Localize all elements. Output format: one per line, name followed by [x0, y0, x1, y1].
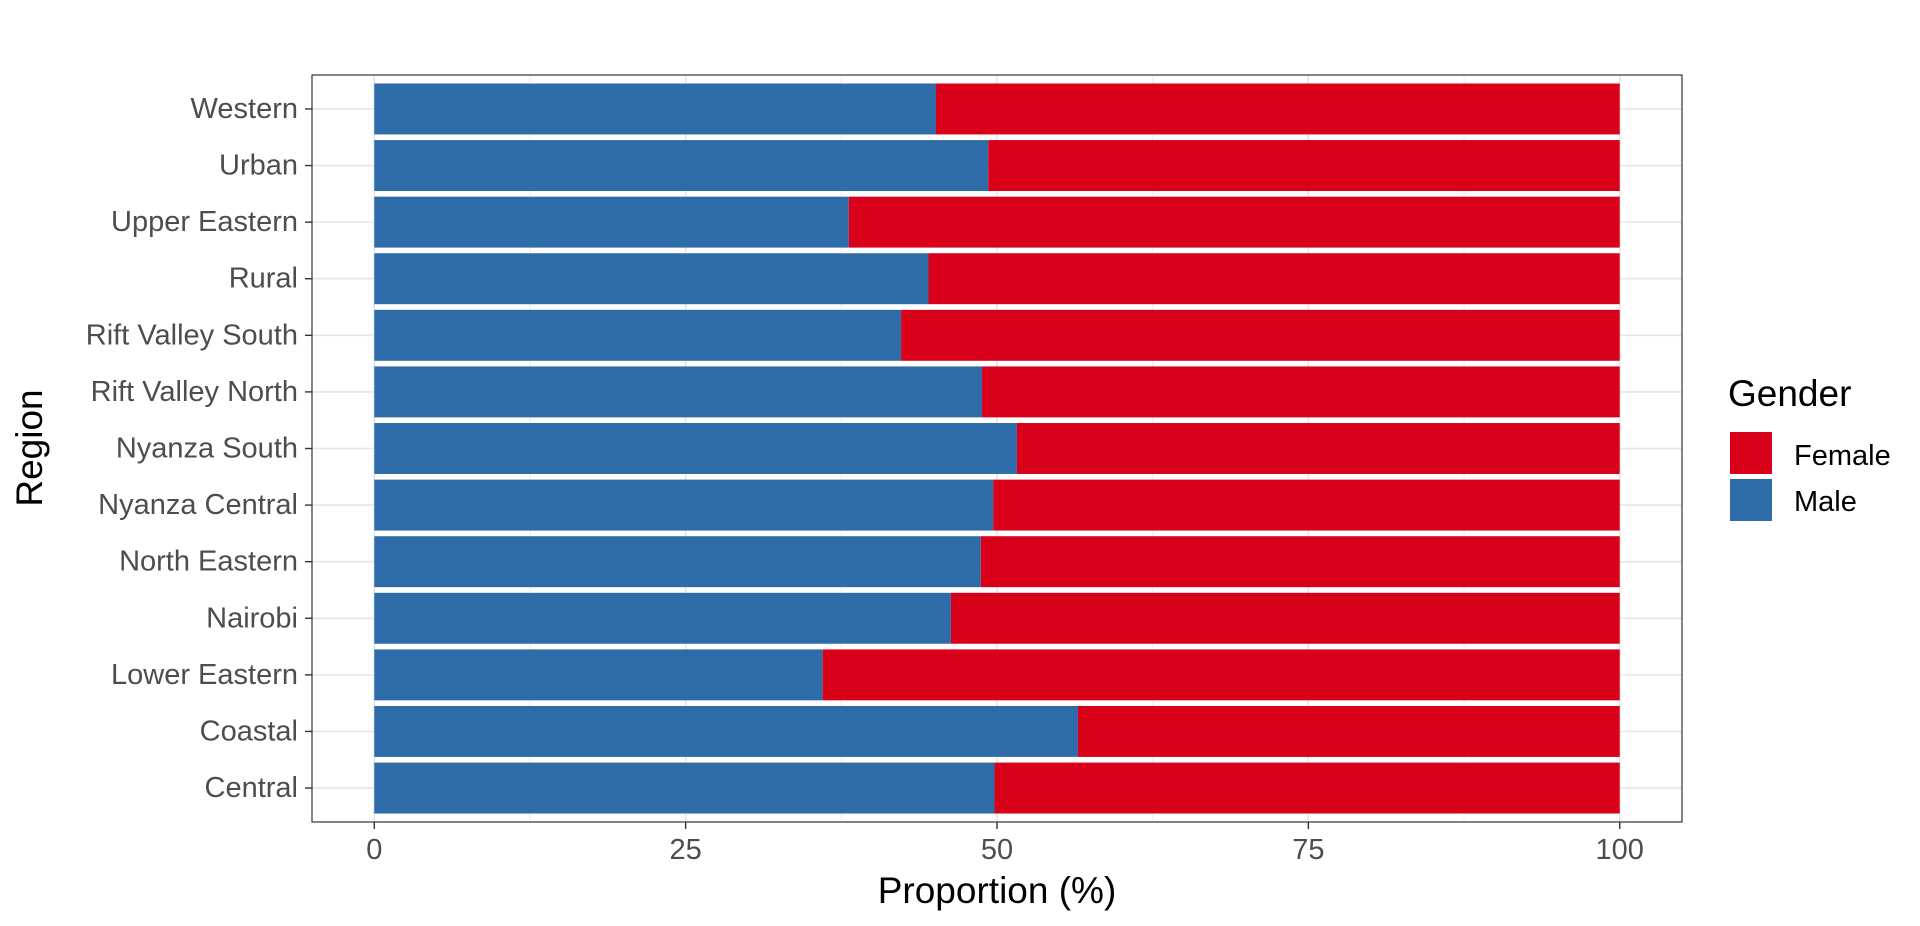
- legend-swatch-male: [1730, 479, 1772, 521]
- bar-coastal-male: [374, 705, 1078, 757]
- bar-rural-female: [928, 253, 1620, 305]
- bar-lower-eastern-female: [822, 649, 1620, 701]
- y-tick-label-lower-eastern: Lower Eastern: [111, 659, 298, 691]
- bar-urban-male: [374, 140, 989, 192]
- bar-central-male: [374, 762, 995, 814]
- y-axis-title: Region: [9, 389, 50, 506]
- bar-upper-eastern-male: [374, 196, 849, 248]
- bar-rift-valley-south-male: [374, 309, 902, 361]
- y-tick-label-coastal: Coastal: [200, 715, 298, 747]
- y-tick-label-rift-valley-north: Rift Valley North: [91, 376, 298, 408]
- bar-nyanza-central-female: [993, 479, 1620, 531]
- x-axis-title: Proportion (%): [878, 870, 1117, 911]
- y-tick-label-central: Central: [205, 772, 299, 804]
- bar-upper-eastern-female: [848, 196, 1620, 248]
- y-tick-label-upper-eastern: Upper Eastern: [111, 206, 298, 238]
- y-tick-label-western: Western: [191, 93, 298, 125]
- bar-western-female: [935, 83, 1620, 135]
- y-tick-label-nyanza-central: Nyanza Central: [98, 489, 298, 521]
- bar-nairobi-male: [374, 592, 951, 644]
- legend-title: Gender: [1728, 373, 1851, 414]
- legend-label-female: Female: [1794, 440, 1891, 472]
- bar-central-female: [994, 762, 1620, 814]
- x-tick-label-75: 75: [1292, 834, 1324, 866]
- bar-western-male: [374, 83, 936, 135]
- bar-nairobi-female: [950, 592, 1620, 644]
- bar-lower-eastern-male: [374, 649, 823, 701]
- x-tick-label-25: 25: [670, 834, 702, 866]
- y-tick-label-urban: Urban: [219, 150, 298, 182]
- legend-label-male: Male: [1794, 486, 1857, 518]
- legend-swatch-female: [1730, 432, 1772, 474]
- bar-north-eastern-female: [980, 536, 1620, 588]
- bar-north-eastern-male: [374, 536, 981, 588]
- legend: Gender Female Male: [1728, 373, 1891, 521]
- y-tick-label-rural: Rural: [229, 263, 298, 295]
- bar-rift-valley-north-female: [982, 366, 1620, 418]
- y-tick-label-north-eastern: North Eastern: [119, 546, 298, 578]
- bar-rift-valley-north-male: [374, 366, 983, 418]
- x-tick-label-50: 50: [981, 834, 1013, 866]
- bar-rural-male: [374, 253, 929, 305]
- bar-nyanza-south-male: [374, 423, 1017, 474]
- bar-nyanza-central-male: [374, 479, 994, 531]
- y-tick-label-nyanza-south: Nyanza South: [116, 433, 298, 465]
- bar-nyanza-south-female: [1016, 423, 1620, 474]
- y-tick-label-nairobi: Nairobi: [206, 602, 298, 634]
- bar-rift-valley-south-female: [901, 309, 1620, 361]
- x-tick-label-100: 100: [1596, 834, 1644, 866]
- axis-layer: Central Coastal Lower Eastern Nairobi North …: [86, 93, 1644, 866]
- bar-urban-female: [988, 140, 1620, 192]
- bar-coastal-female: [1077, 705, 1620, 757]
- y-tick-label-rift-valley-south: Rift Valley South: [86, 319, 298, 351]
- x-tick-label-0: 0: [366, 834, 382, 866]
- bar-layer: [374, 83, 1620, 814]
